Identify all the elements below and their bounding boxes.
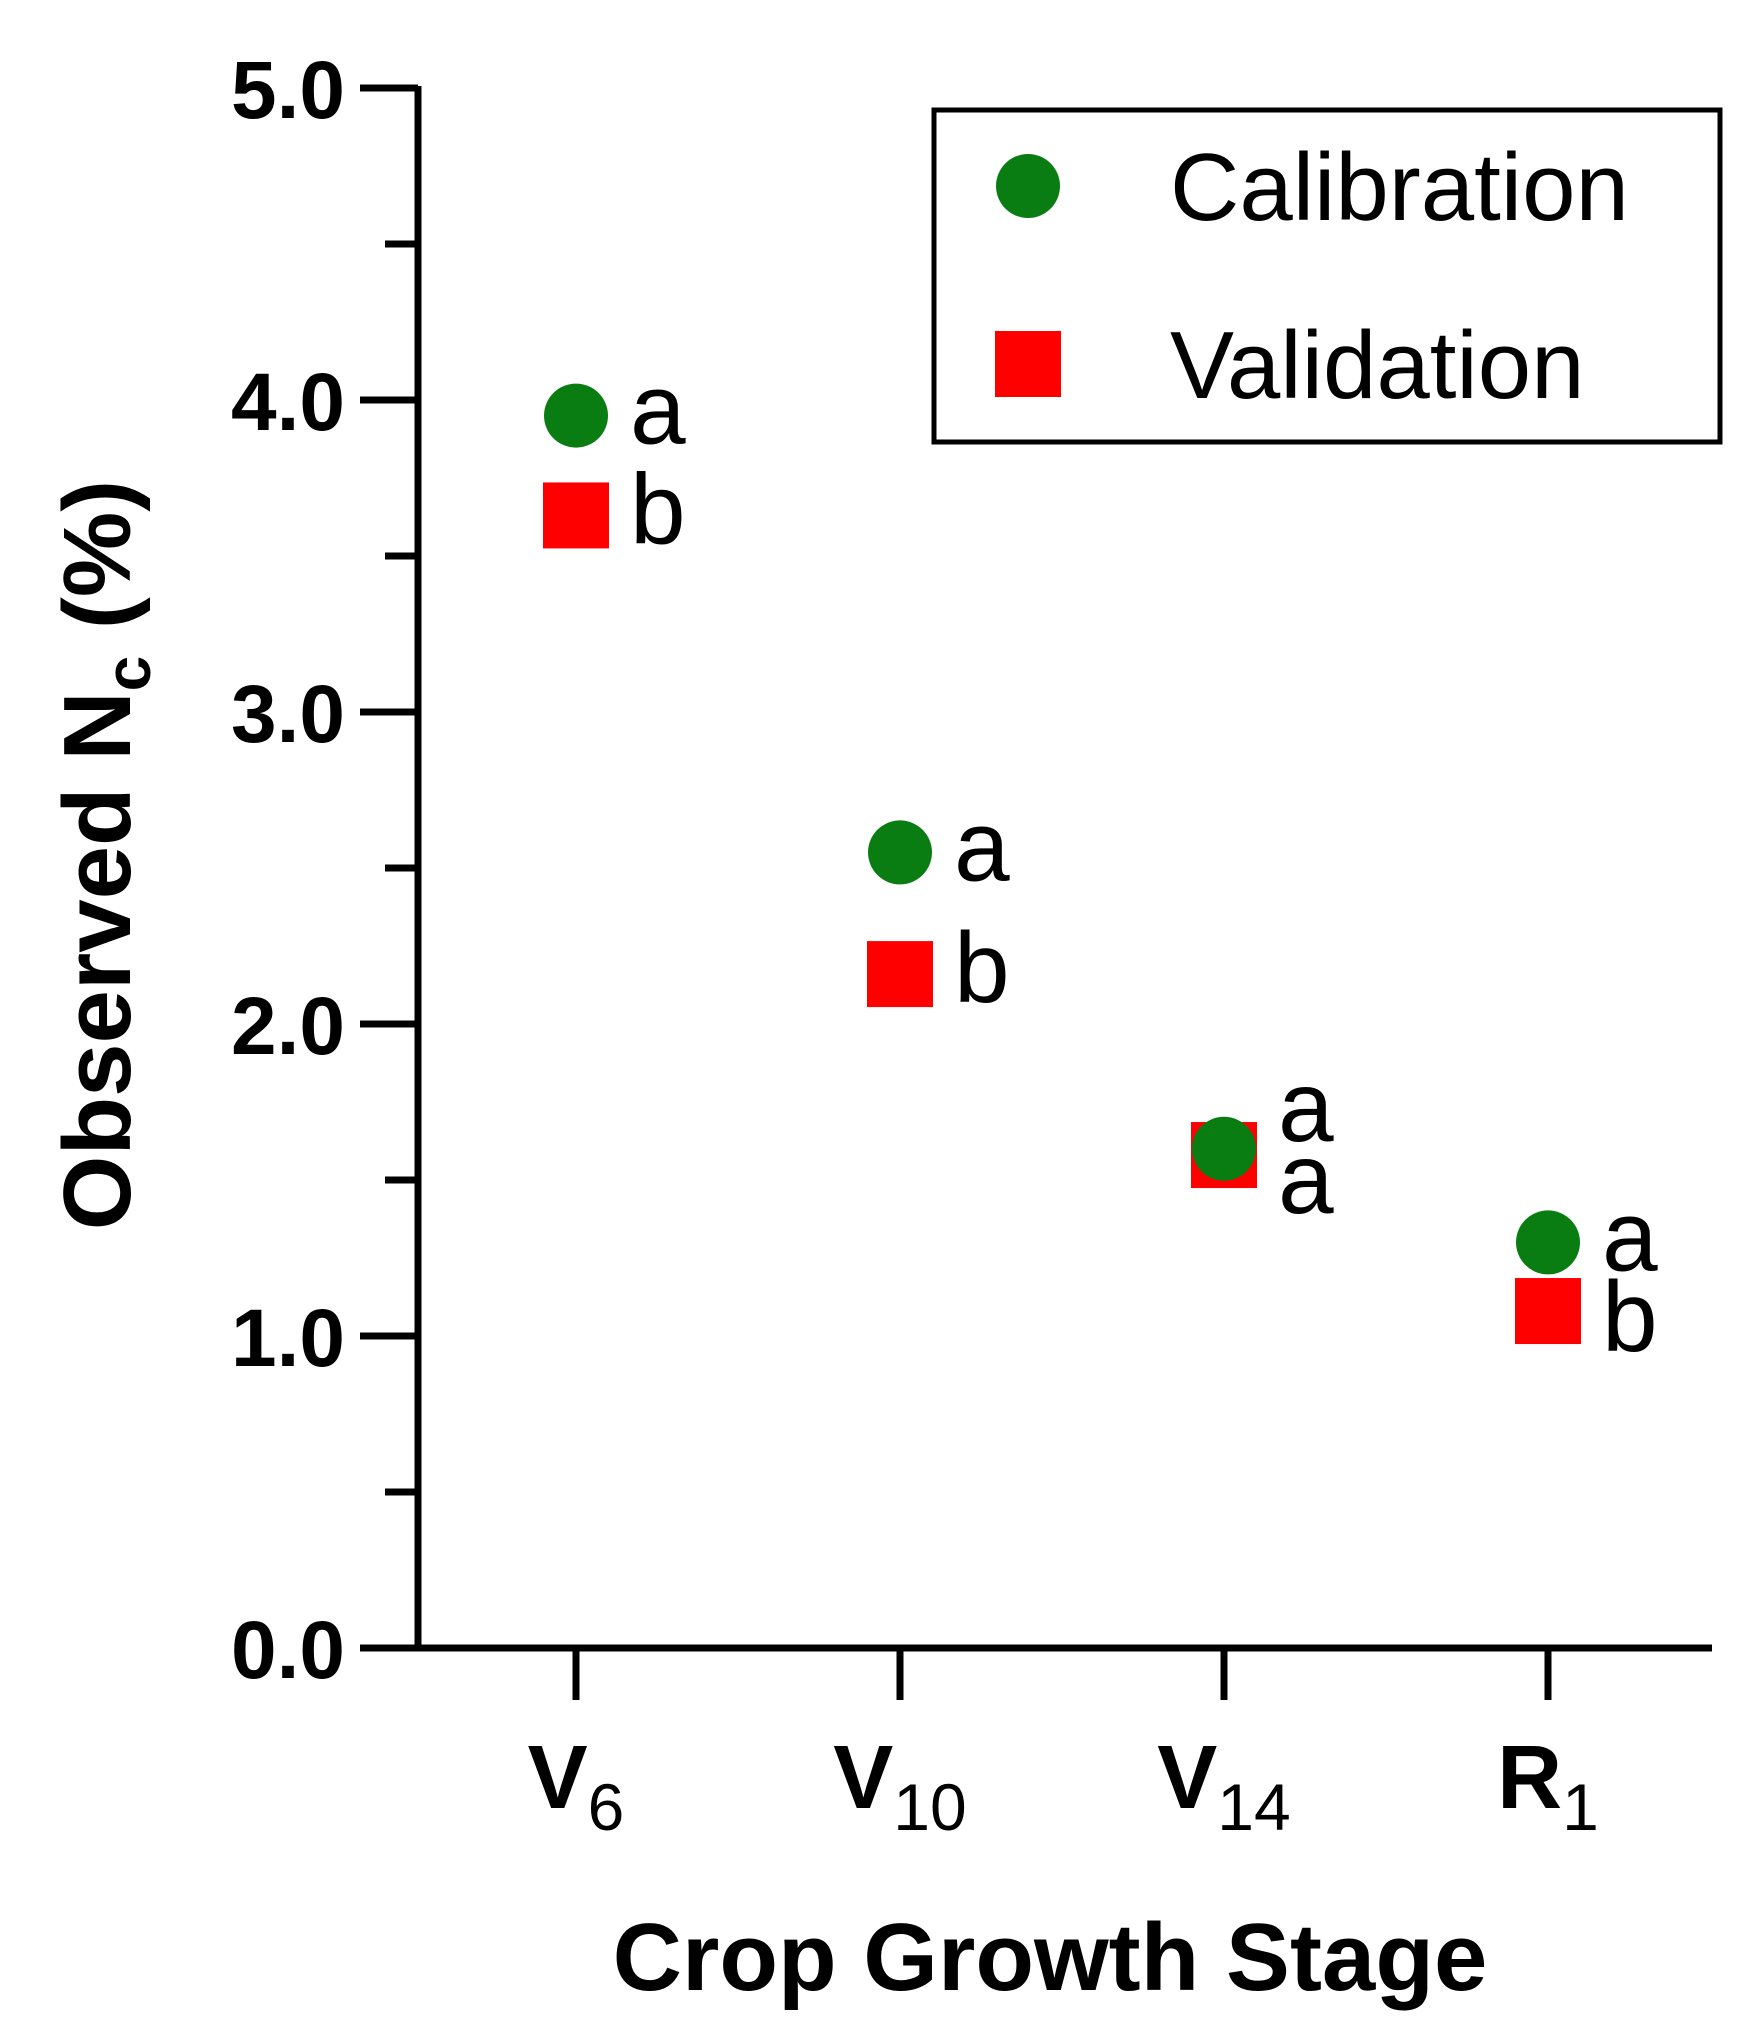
- y-axis-title: Observed Nc (%): [44, 480, 164, 1230]
- calibration-point: [544, 383, 608, 448]
- y-tick-label: 1.0: [231, 1293, 345, 1384]
- x-tick-label-subscript: 6: [588, 1770, 625, 1844]
- calibration-letter: a: [1602, 1180, 1658, 1292]
- x-tick-label: R1: [1497, 1728, 1599, 1844]
- validation-point: [867, 941, 933, 1008]
- calibration-letter: a: [954, 790, 1010, 902]
- x-tick-label-subscript: 1: [1562, 1770, 1599, 1844]
- y-axis-title-main: Observed N: [44, 691, 151, 1230]
- y-tick-label: 0.0: [231, 1605, 345, 1696]
- x-tick-label: V14: [1157, 1728, 1290, 1844]
- y-axis-title-subscript: c: [92, 656, 164, 692]
- y-axis-title-suffix: (%): [44, 480, 151, 656]
- x-tick-label-subscript: 14: [1217, 1770, 1290, 1844]
- y-tick-label: 5.0: [231, 45, 345, 136]
- legend: Calibration Validation: [931, 107, 1723, 445]
- x-tick-label-main: V: [1157, 1728, 1217, 1828]
- x-tick-label: V10: [833, 1728, 966, 1844]
- x-tick-label-subscript: 10: [893, 1770, 966, 1844]
- legend-calibration-label: Calibration: [1170, 134, 1629, 241]
- legend-box: [931, 107, 1723, 445]
- validation-letter: b: [954, 912, 1010, 1024]
- legend-calibration-marker: [996, 154, 1060, 218]
- y-tick-label: 2.0: [231, 981, 345, 1072]
- validation-letter: b: [630, 453, 686, 565]
- calibration-letter: a: [630, 354, 686, 466]
- validation-point: [1515, 1278, 1581, 1345]
- validation-letter: a: [1278, 1123, 1334, 1235]
- x-axis-ticks: V6 V10 V14 R1: [528, 1648, 1599, 1844]
- legend-validation-marker: [995, 331, 1061, 397]
- y-axis-ticks: 0.0 1.0 2.0 3.0 4.0 5.0: [231, 45, 418, 1696]
- legend-validation-label: Validation: [1170, 312, 1585, 419]
- validation-letter: b: [1602, 1261, 1658, 1373]
- calibration-point: [1516, 1210, 1580, 1275]
- calibration-point: [1192, 1116, 1256, 1181]
- calibration-letter: a: [1278, 1051, 1334, 1163]
- x-tick-label-main: V: [528, 1728, 588, 1828]
- validation-point: [543, 482, 609, 549]
- x-tick-label-main: V: [833, 1728, 893, 1828]
- x-axis-title: Crop Growth Stage: [613, 1904, 1488, 2011]
- x-tick-label: V6: [528, 1728, 625, 1844]
- calibration-point: [868, 820, 932, 885]
- y-tick-label: 3.0: [231, 669, 345, 760]
- y-tick-label: 4.0: [231, 357, 345, 448]
- x-tick-label-main: R: [1497, 1728, 1562, 1828]
